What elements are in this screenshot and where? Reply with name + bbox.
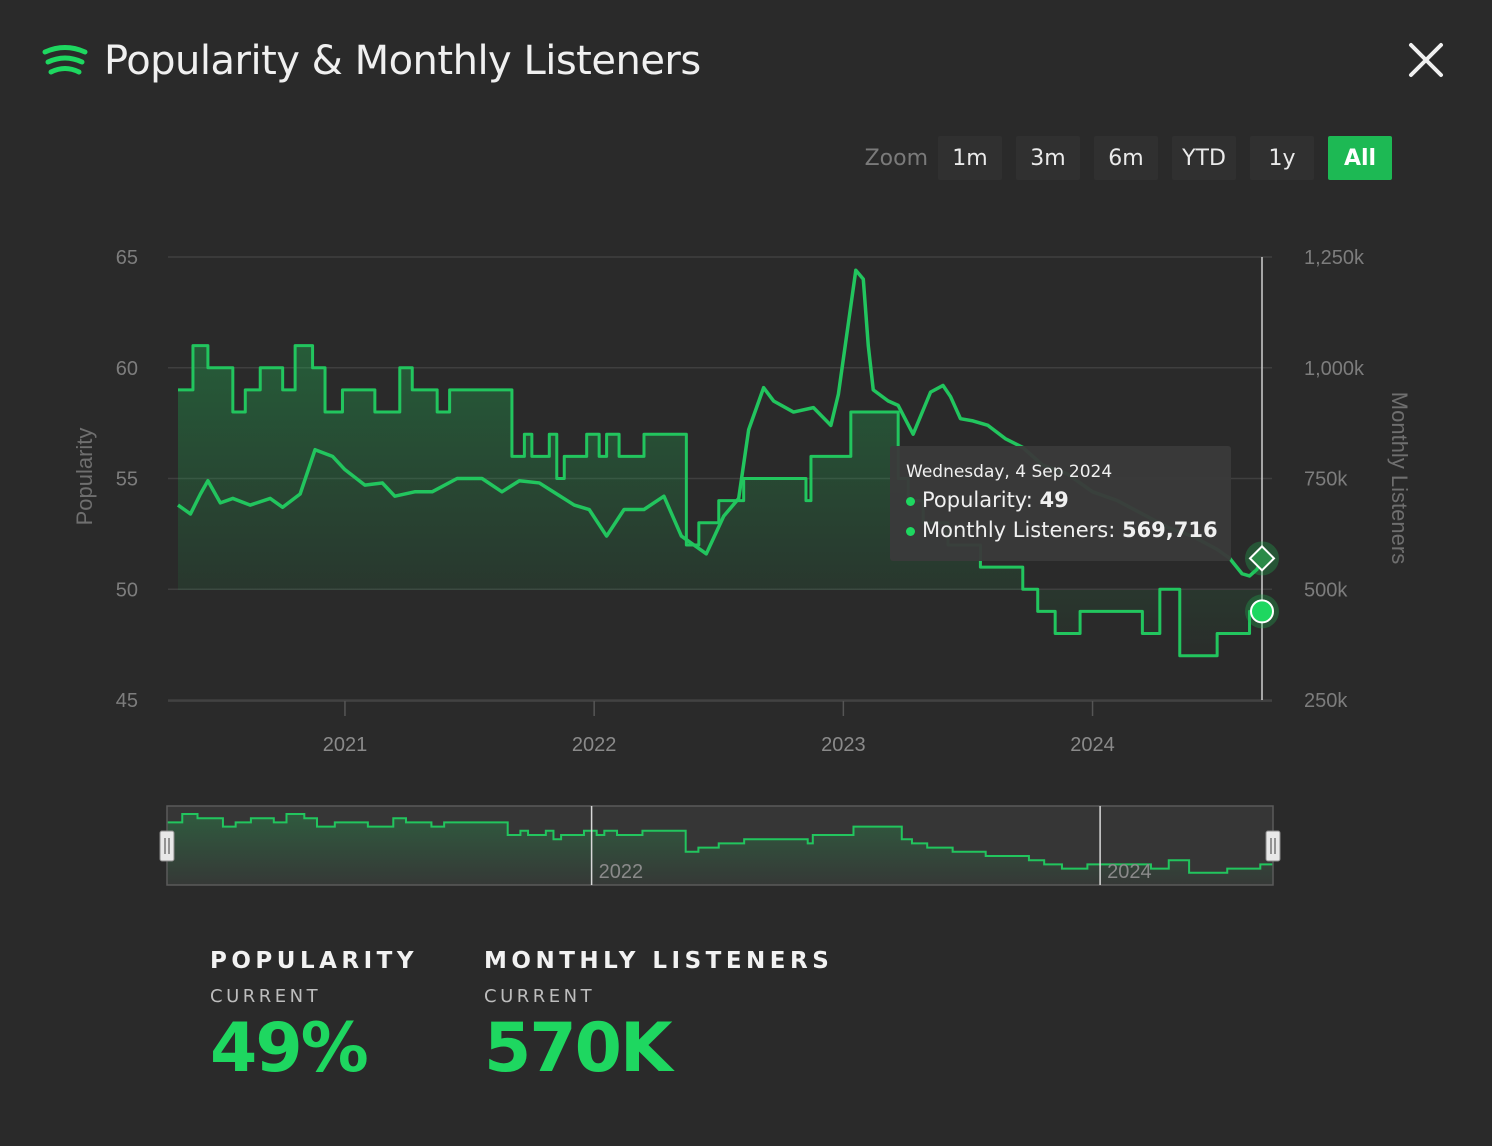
spotify-icon <box>42 45 88 75</box>
y-left-tick-label: 50 <box>116 579 138 601</box>
tooltip-listeners-label: Monthly Listeners: <box>922 518 1116 542</box>
navigator-line <box>167 813 1273 874</box>
tooltip-popularity-label: Popularity: <box>922 488 1033 512</box>
tooltip-listeners-value: 569,716 <box>1121 518 1218 542</box>
listeners-stat: MONTHLY LISTENERS CURRENT 570K <box>484 948 833 1088</box>
zoom-ytd-button[interactable]: YTD <box>1172 136 1236 180</box>
y-right-tick-label: 1,000k <box>1304 358 1365 380</box>
y-left-axis-title: Popularity <box>72 428 97 526</box>
zoom-1y-button[interactable]: 1y <box>1250 136 1314 180</box>
x-tick-label: 2021 <box>323 734 368 756</box>
tooltip-popularity-value: 49 <box>1039 488 1069 512</box>
tooltip-date: Wednesday, 4 Sep 2024 <box>906 462 1113 482</box>
zoom-all-button[interactable]: All <box>1328 136 1392 180</box>
zoom-controls: Zoom 1m 3m 6m YTD 1y All <box>865 136 1392 180</box>
navigator-handle[interactable] <box>1265 830 1281 862</box>
popularity-stat-sub: CURRENT <box>210 986 322 1007</box>
x-tick-label: 2024 <box>1070 734 1115 756</box>
y-left-tick-label: 65 <box>116 247 138 269</box>
listeners-marker <box>1248 544 1276 572</box>
navigator-label: 2022 <box>599 861 644 883</box>
close-icon[interactable] <box>1404 38 1448 82</box>
popularity-stat-value: 49% <box>210 1009 369 1088</box>
y-left-tick-label: 55 <box>116 469 138 491</box>
stats-panel: POPULARITY CURRENT 49% MONTHLY LISTENERS… <box>210 948 833 1088</box>
listeners-stat-label: MONTHLY LISTENERS <box>484 948 834 974</box>
x-tick-label: 2022 <box>572 734 617 756</box>
popularity-marker <box>1250 599 1274 624</box>
chart-tooltip: Wednesday, 4 Sep 2024 Popularity: 49 Mon… <box>890 446 1231 561</box>
modal-title: Popularity & Monthly Listeners <box>104 38 701 84</box>
zoom-1m-button[interactable]: 1m <box>938 136 1002 180</box>
x-tick-label: 2023 <box>821 734 866 756</box>
y-right-tick-label: 500k <box>1304 579 1348 601</box>
zoom-label: Zoom <box>864 145 928 171</box>
popularity-stat: POPULARITY CURRENT 49% <box>210 948 418 1088</box>
zoom-6m-button[interactable]: 6m <box>1094 136 1158 180</box>
listeners-stat-value: 570K <box>484 1009 673 1088</box>
tooltip-popularity-row: Popularity: 49 <box>906 488 1215 512</box>
tooltip-dot <box>906 496 915 506</box>
y-right-tick-label: 750k <box>1304 469 1348 491</box>
tooltip-dot <box>906 526 915 536</box>
y-right-tick-label: 250k <box>1304 690 1348 712</box>
modal-header: Popularity & Monthly Listeners <box>0 0 1492 120</box>
y-right-tick-label: 1,250k <box>1304 247 1365 269</box>
listeners-stat-sub: CURRENT <box>484 986 596 1007</box>
y-right-axis-title: Monthly Listeners <box>1387 392 1412 564</box>
popularity-stat-label: POPULARITY <box>210 948 419 974</box>
navigator-handle[interactable] <box>159 830 175 862</box>
popularity-line <box>178 344 1262 658</box>
zoom-3m-button[interactable]: 3m <box>1016 136 1080 180</box>
y-left-tick-label: 45 <box>116 690 138 712</box>
navigator-area <box>167 814 1273 885</box>
y-left-tick-label: 60 <box>116 358 138 380</box>
navigator-label: 2024 <box>1107 861 1152 883</box>
tooltip-listeners-row: Monthly Listeners: 569,716 <box>906 518 1218 542</box>
